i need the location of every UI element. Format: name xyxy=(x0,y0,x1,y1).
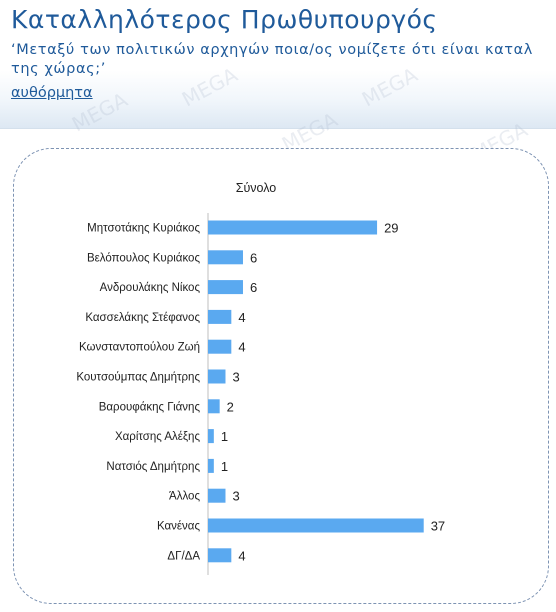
value-label: 1 xyxy=(221,459,228,474)
bar xyxy=(208,339,232,354)
bar xyxy=(208,309,232,324)
category-label: Κανένας xyxy=(157,521,200,533)
bar xyxy=(208,458,214,473)
value-label: 3 xyxy=(232,370,239,385)
category-label: Κουτσούμπας Δημήτρης xyxy=(76,372,200,384)
bar xyxy=(208,518,424,533)
category-label: Κωνσταντοπούλου Ζωή xyxy=(79,342,200,354)
page-title: Καταλληλότερος Πρωθυπουργός xyxy=(11,5,438,34)
question-text: ‘Μεταξύ των πολιτικών αρχηγών ποια/ος νο… xyxy=(11,42,533,77)
bar xyxy=(208,220,378,235)
category-label: ΔΓ/ΔΑ xyxy=(167,550,200,562)
bar xyxy=(208,399,220,414)
value-label: 29 xyxy=(384,221,398,236)
category-label: Κασσελάκης Στέφανος xyxy=(85,312,200,324)
value-label: 1 xyxy=(221,429,228,444)
slide-header: Καταλληλότερος Πρωθυπουργός ‘Μεταξύ των … xyxy=(0,0,556,129)
bar xyxy=(208,280,243,295)
chart-title: Σύνολο xyxy=(236,181,277,195)
spontaneous-note: αυθόρμητα xyxy=(11,85,93,101)
value-label: 6 xyxy=(250,280,257,295)
bar xyxy=(208,548,232,563)
category-label: Βαρουφάκης Γιάνης xyxy=(99,401,201,413)
value-label: 6 xyxy=(250,250,257,265)
category-label: Ανδρουλάκης Νίκος xyxy=(100,282,201,294)
value-label: 4 xyxy=(238,340,245,355)
category-label: Άλλος xyxy=(169,491,200,503)
value-label: 4 xyxy=(238,310,245,325)
bar xyxy=(208,250,243,265)
bar xyxy=(208,369,226,384)
value-label: 4 xyxy=(238,548,245,563)
category-label: Νατσιός Δημήτρης xyxy=(106,461,200,473)
value-label: 2 xyxy=(227,399,234,414)
value-label: 37 xyxy=(431,519,445,534)
category-label: Μητσοτάκης Κυριάκος xyxy=(87,223,200,235)
category-label: Βελόπουλος Κυριάκος xyxy=(87,252,200,264)
bar xyxy=(208,488,226,503)
category-label: Χαρίτσης Αλέξης xyxy=(115,431,200,443)
value-label: 3 xyxy=(232,489,239,504)
bar xyxy=(208,429,214,444)
